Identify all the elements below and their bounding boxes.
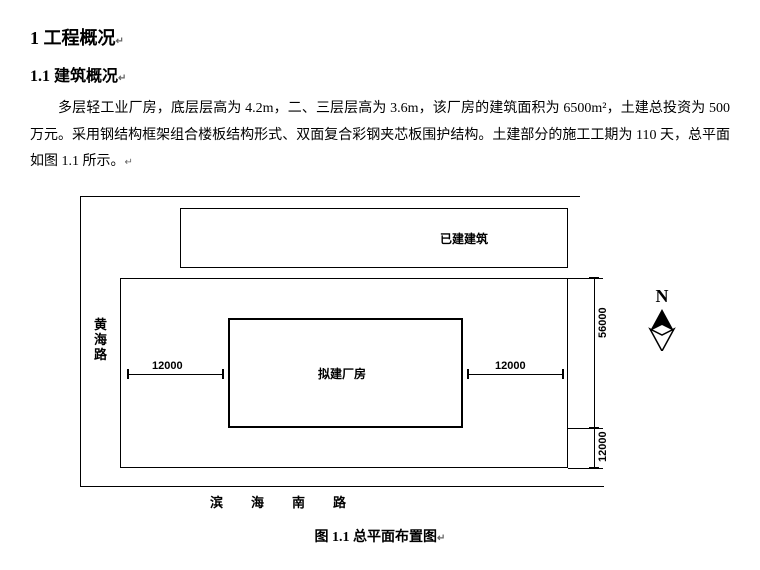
heading2-text: 1.1 建筑概况 bbox=[30, 68, 118, 85]
section-heading-2: 1.1 建筑概况↵ bbox=[30, 62, 730, 86]
dim-height-gap: 12000 bbox=[597, 431, 609, 462]
heading1-text: 1 工程概况 bbox=[30, 28, 116, 48]
dim-vline bbox=[594, 278, 595, 468]
dim-vt1 bbox=[589, 277, 599, 279]
figure-stage: 已建建筑 拟建厂房 12000 12000 56000 12000 黄海路 滨海 bbox=[60, 190, 700, 520]
road-bottom-label: 滨海南路 bbox=[210, 492, 374, 511]
dim-tick-r1 bbox=[467, 369, 469, 379]
dim-tick-r2 bbox=[562, 369, 564, 379]
figure-caption-text: 图 1.1 总平面布置图 bbox=[315, 530, 438, 545]
dim-height-main: 56000 bbox=[597, 307, 609, 338]
dim-left-label: 12000 bbox=[152, 360, 183, 372]
dim-line-right bbox=[468, 374, 562, 375]
dim-line-left bbox=[128, 374, 222, 375]
dim-tick-l2 bbox=[222, 369, 224, 379]
dim-tick-l1 bbox=[127, 369, 129, 379]
para-mark: ↵ bbox=[125, 157, 133, 168]
para-mark: ↵ bbox=[437, 533, 445, 544]
figure-1-1: 已建建筑 拟建厂房 12000 12000 56000 12000 黄海路 滨海 bbox=[60, 190, 700, 546]
section-heading-1: 1 工程概况↵ bbox=[30, 24, 730, 50]
compass-n-letter: N bbox=[640, 286, 684, 307]
existing-building-box bbox=[180, 208, 568, 268]
paragraph-text: 多层轻工业厂房，底层层高为 4.2m，二、三层层高为 3.6m，该厂房的建筑面积… bbox=[30, 101, 730, 169]
compass-icon bbox=[644, 309, 680, 351]
dim-vt3 bbox=[589, 467, 599, 469]
proposed-building-label: 拟建厂房 bbox=[318, 365, 366, 382]
site-boundary-top bbox=[80, 196, 580, 197]
compass: N bbox=[640, 286, 684, 351]
dim-vt2 bbox=[589, 427, 599, 429]
para-mark: ↵ bbox=[118, 73, 126, 84]
existing-building-label: 已建建筑 bbox=[440, 230, 488, 247]
road-bottom-line bbox=[80, 486, 604, 487]
dim-right-label: 12000 bbox=[495, 360, 526, 372]
road-left-label: 黄海路 bbox=[94, 318, 107, 363]
figure-caption: 图 1.1 总平面布置图↵ bbox=[60, 526, 700, 546]
body-paragraph: 多层轻工业厂房，底层层高为 4.2m，二、三层层高为 3.6m，该厂房的建筑面积… bbox=[30, 96, 730, 176]
site-boundary-left bbox=[80, 196, 81, 486]
para-mark: ↵ bbox=[116, 36, 124, 47]
